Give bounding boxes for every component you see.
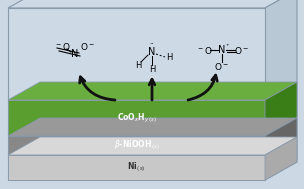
FancyArrowPatch shape	[149, 79, 155, 100]
Polygon shape	[265, 82, 297, 136]
Text: ··: ··	[150, 41, 154, 47]
Polygon shape	[265, 0, 297, 180]
Text: O$^-$: O$^-$	[81, 40, 95, 51]
Text: $^-$O: $^-$O	[54, 42, 70, 53]
Polygon shape	[8, 82, 297, 100]
Polygon shape	[8, 8, 265, 180]
Text: Ni$_{\,(s)}$: Ni$_{\,(s)}$	[127, 161, 146, 174]
Text: H: H	[149, 64, 155, 74]
Polygon shape	[8, 137, 297, 155]
Text: N: N	[218, 45, 226, 55]
Text: H: H	[135, 60, 141, 70]
Text: H: H	[166, 53, 172, 63]
Text: $^+$: $^+$	[225, 43, 231, 49]
Polygon shape	[8, 100, 265, 136]
Text: N: N	[148, 47, 156, 57]
Polygon shape	[8, 136, 265, 155]
Text: CoO$_x$H$_{y\,(s)}$: CoO$_x$H$_{y\,(s)}$	[117, 112, 156, 125]
Text: O$^-$: O$^-$	[215, 60, 230, 71]
Text: N: N	[71, 49, 79, 59]
Text: O$^-$: O$^-$	[234, 44, 250, 56]
Polygon shape	[8, 118, 297, 136]
Polygon shape	[265, 118, 297, 155]
FancyArrowPatch shape	[80, 77, 115, 100]
Polygon shape	[8, 155, 265, 180]
Text: $\beta$-NiOOH$_{\,(s)}$: $\beta$-NiOOH$_{\,(s)}$	[114, 139, 159, 152]
FancyArrowPatch shape	[188, 75, 217, 100]
Polygon shape	[265, 137, 297, 180]
Polygon shape	[8, 0, 297, 8]
Text: $^-$O: $^-$O	[196, 44, 212, 56]
